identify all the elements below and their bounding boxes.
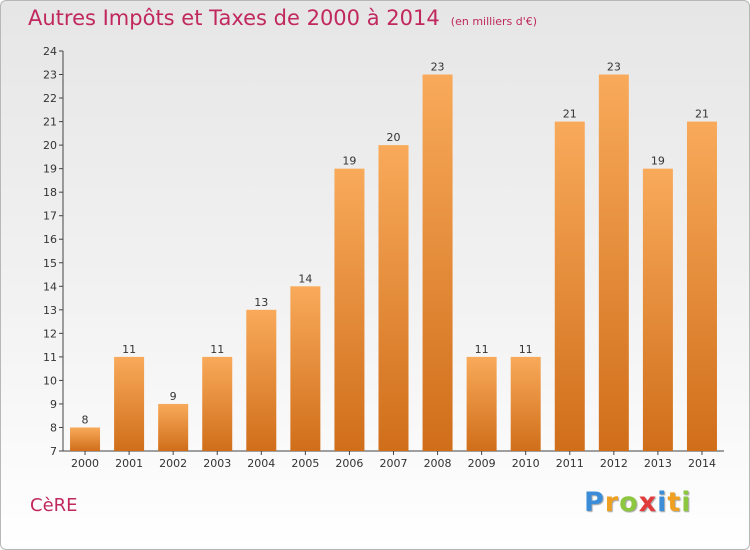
y-tick-label: 21 bbox=[43, 116, 57, 129]
x-tick-label-2005: 2005 bbox=[291, 457, 319, 470]
data-label-2006: 19 bbox=[342, 155, 356, 168]
chart-labels: 8 2000 11 2001 9 2002 11 2003 13 2004 14 2005 19 2006… bbox=[71, 61, 716, 470]
logo-letter: x bbox=[638, 487, 658, 518]
logo-letter: P bbox=[584, 487, 605, 518]
data-label-2005: 14 bbox=[298, 272, 312, 285]
data-label-2000: 8 bbox=[82, 413, 89, 426]
x-tick-label-2008: 2008 bbox=[424, 457, 452, 470]
chart-title-text: Autres Impôts et Taxes de 2000 à 2014 bbox=[28, 6, 440, 30]
y-tick-label: 24 bbox=[43, 45, 57, 58]
bar-2012 bbox=[598, 74, 629, 451]
y-tick-label: 8 bbox=[50, 421, 57, 434]
logo-letter: i bbox=[657, 487, 668, 518]
data-label-2009: 11 bbox=[475, 343, 489, 356]
logo-letter: t bbox=[667, 487, 682, 518]
x-tick-label-2011: 2011 bbox=[556, 457, 584, 470]
y-tick-label: 15 bbox=[43, 257, 57, 270]
logo-letter: o bbox=[619, 487, 639, 518]
y-tick-label: 13 bbox=[43, 304, 57, 317]
bar-2001 bbox=[114, 356, 145, 451]
x-tick-label-2010: 2010 bbox=[512, 457, 540, 470]
data-label-2001: 11 bbox=[122, 343, 136, 356]
y-tick-label: 9 bbox=[50, 398, 57, 411]
commune-name: CèRE bbox=[30, 495, 78, 516]
y-tick-label: 23 bbox=[43, 69, 57, 82]
chart-axes: 7 8 9 10 11 12 13 14 15 16 17 18 19 20 21 22 23 24 bbox=[43, 45, 724, 458]
y-tick-label: 17 bbox=[43, 210, 57, 223]
bar-2009 bbox=[466, 356, 497, 451]
y-tick-label: 14 bbox=[43, 280, 57, 293]
bar-2011 bbox=[554, 121, 585, 452]
x-tick-label-2004: 2004 bbox=[247, 457, 275, 470]
bar-2013 bbox=[642, 168, 673, 451]
y-tick-label: 11 bbox=[43, 351, 57, 364]
bar-2004 bbox=[246, 309, 277, 451]
data-label-2008: 23 bbox=[431, 61, 445, 74]
x-tick-label-2009: 2009 bbox=[468, 457, 496, 470]
bar-2007 bbox=[378, 145, 409, 451]
bar-2005 bbox=[290, 286, 321, 451]
x-tick-label-2007: 2007 bbox=[380, 457, 408, 470]
bar-2008 bbox=[422, 74, 453, 451]
x-tick-label-2014: 2014 bbox=[688, 457, 716, 470]
y-tick-label: 10 bbox=[43, 374, 57, 387]
chart-title: Autres Impôts et Taxes de 2000 à 2014 (e… bbox=[28, 6, 537, 30]
data-label-2011: 21 bbox=[563, 108, 577, 121]
logo-letter: i bbox=[681, 487, 692, 518]
y-tick-label: 22 bbox=[43, 92, 57, 105]
x-tick-label-2001: 2001 bbox=[115, 457, 143, 470]
y-tick-label: 20 bbox=[43, 139, 57, 152]
y-tick-label: 16 bbox=[43, 233, 57, 246]
data-label-2004: 13 bbox=[254, 296, 268, 309]
chart-bars bbox=[70, 74, 717, 452]
bar-2006 bbox=[334, 168, 365, 451]
data-label-2010: 11 bbox=[519, 343, 533, 356]
x-tick-label-2012: 2012 bbox=[600, 457, 628, 470]
bar-2003 bbox=[202, 356, 233, 451]
chart-unit: (en milliers d'€) bbox=[450, 15, 538, 28]
logo-letter: r bbox=[604, 487, 620, 518]
bar-2000 bbox=[70, 427, 101, 451]
x-tick-label-2002: 2002 bbox=[159, 457, 187, 470]
bar-2010 bbox=[510, 356, 541, 451]
x-tick-label-2006: 2006 bbox=[335, 457, 363, 470]
data-label-2003: 11 bbox=[210, 343, 224, 356]
bar-2014 bbox=[686, 121, 717, 452]
x-tick-label-2013: 2013 bbox=[644, 457, 672, 470]
y-tick-label: 7 bbox=[50, 445, 57, 458]
data-label-2002: 9 bbox=[170, 390, 177, 403]
y-tick-label: 18 bbox=[43, 186, 57, 199]
data-label-2007: 20 bbox=[387, 131, 401, 144]
data-label-2012: 23 bbox=[607, 61, 621, 74]
x-tick-label-2003: 2003 bbox=[203, 457, 231, 470]
y-tick-label: 19 bbox=[43, 163, 57, 176]
proxiti-logo: Proxiti bbox=[584, 487, 692, 518]
data-label-2014: 21 bbox=[695, 108, 709, 121]
bar-2002 bbox=[158, 403, 189, 451]
y-tick-label: 12 bbox=[43, 327, 57, 340]
data-label-2013: 19 bbox=[651, 155, 665, 168]
x-tick-label-2000: 2000 bbox=[71, 457, 99, 470]
